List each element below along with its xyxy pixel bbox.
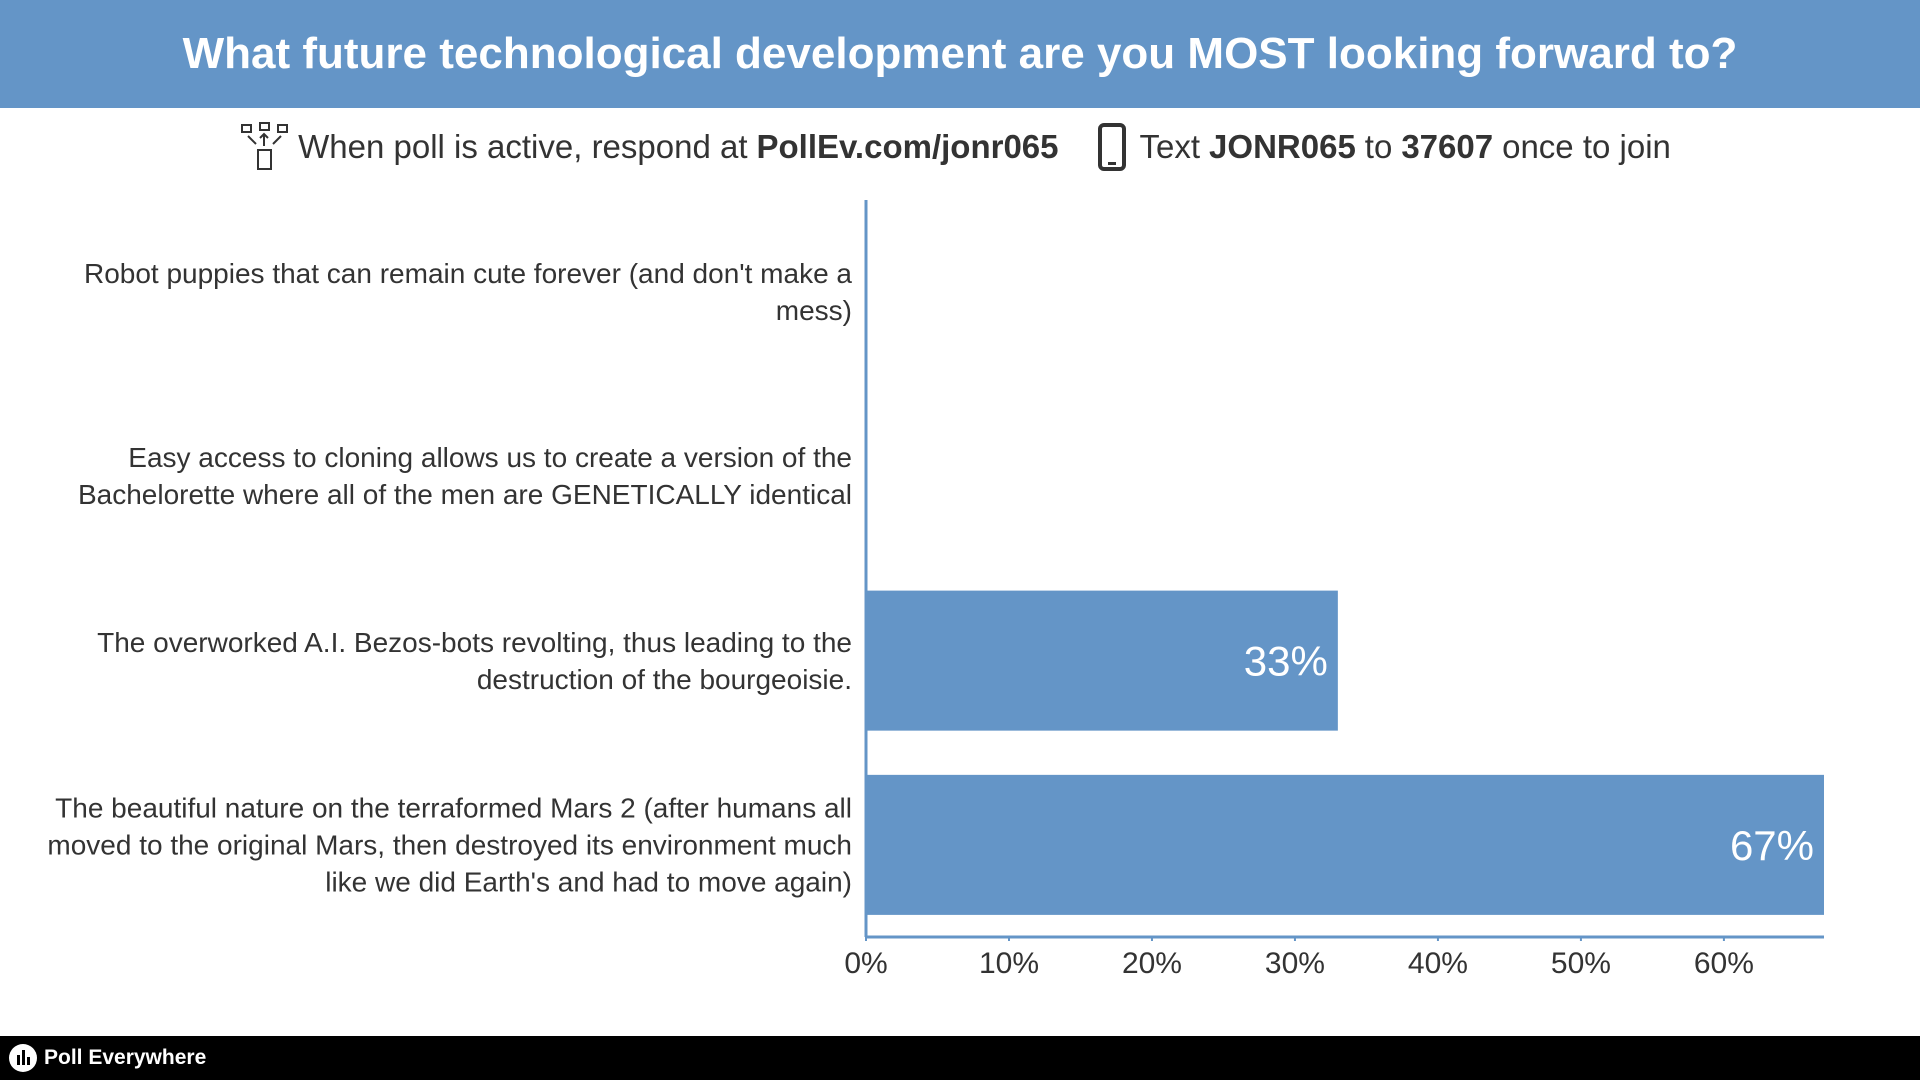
brand-logo bbox=[9, 1044, 37, 1072]
sms-number: 37607 bbox=[1401, 128, 1494, 165]
x-tick-label: 60% bbox=[1694, 947, 1754, 980]
instructions: When poll is active, respond at PollEv.c… bbox=[0, 118, 1920, 176]
web-text: When poll is active, respond at bbox=[298, 128, 748, 165]
sms-text: to bbox=[1364, 128, 1393, 165]
x-tick-label: 20% bbox=[1122, 947, 1182, 980]
footer: Poll Everywhere bbox=[0, 1036, 1920, 1080]
brand: Poll Everywhere bbox=[44, 1046, 207, 1069]
x-tick-label: 50% bbox=[1551, 947, 1611, 980]
x-tick-label: 40% bbox=[1408, 947, 1468, 980]
sms-text: once to join bbox=[1502, 128, 1671, 165]
sms-text: Text bbox=[1139, 128, 1201, 165]
value-label: 67% bbox=[1730, 822, 1814, 869]
title-bar: What future technological development ar… bbox=[0, 0, 1920, 108]
x-tick-label: 10% bbox=[979, 947, 1039, 980]
category-label: The overworked A.I. Bezos-bots revolting… bbox=[97, 626, 852, 695]
category-label: Easy access to cloning allows us to crea… bbox=[77, 442, 852, 511]
sms-keyword: JONR065 bbox=[1209, 128, 1356, 165]
phone-icon bbox=[1097, 123, 1126, 171]
x-tick-label: 0% bbox=[844, 947, 887, 980]
bar bbox=[866, 774, 1824, 915]
value-label: 33% bbox=[1244, 638, 1328, 685]
title: What future technological development ar… bbox=[182, 29, 1738, 78]
category-label: The beautiful nature on the terraformed … bbox=[47, 792, 852, 898]
x-tick-label: 30% bbox=[1265, 947, 1325, 980]
chart: 0% 10% 20% 30% 40% 50% 60% 33% 67% bbox=[844, 200, 1824, 980]
web-icon bbox=[241, 122, 289, 170]
bar bbox=[866, 590, 1338, 731]
category-label: Robot puppies that can remain cute forev… bbox=[83, 258, 852, 327]
web-url: PollEv.com/jonr065 bbox=[756, 128, 1059, 165]
